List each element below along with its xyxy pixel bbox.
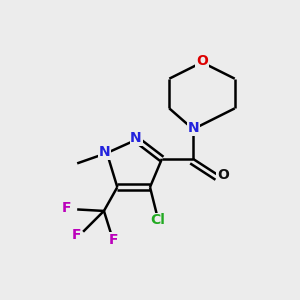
Text: O: O xyxy=(217,168,229,182)
Text: F: F xyxy=(71,228,81,242)
Text: N: N xyxy=(99,145,111,159)
Text: F: F xyxy=(62,201,71,215)
Text: Cl: Cl xyxy=(151,213,166,227)
Text: F: F xyxy=(109,233,118,247)
Text: N: N xyxy=(130,131,142,145)
Text: O: O xyxy=(196,54,208,68)
Text: N: N xyxy=(187,121,199,135)
